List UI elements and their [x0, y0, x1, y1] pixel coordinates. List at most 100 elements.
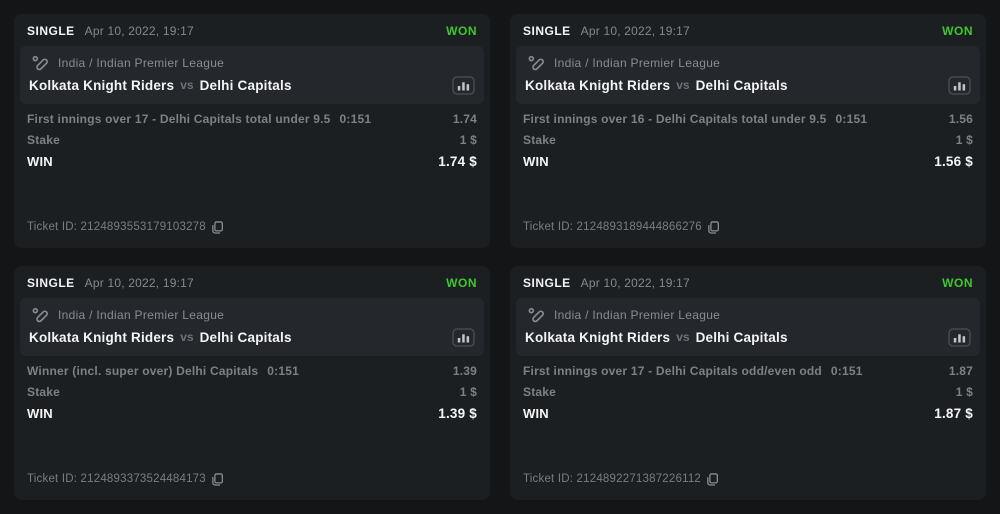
win-label: WIN — [523, 153, 549, 169]
ticket-footer: Ticket ID: 2124892271387226112 — [523, 471, 973, 487]
win-value: 1.87 $ — [934, 405, 973, 421]
status-badge: WON — [446, 24, 477, 38]
cricket-icon — [31, 54, 49, 72]
bet-odds: 1.56 — [948, 111, 973, 126]
bet-type-label: SINGLE — [27, 24, 75, 38]
away-team: Delhi Capitals — [695, 329, 788, 345]
ticket-header: SINGLE Apr 10, 2022, 19:17 WON — [27, 23, 477, 39]
stake-value: 1 $ — [955, 384, 973, 399]
win-row: WIN 1.39 $ — [27, 402, 477, 424]
win-value: 1.39 $ — [438, 405, 477, 421]
vs-label: vs — [180, 330, 194, 344]
win-row: WIN 1.56 $ — [523, 150, 973, 172]
status-badge: WON — [942, 24, 973, 38]
ticket-id-value: 2124892271387226112 — [576, 473, 702, 485]
ticket-id-prefix: Ticket ID: — [523, 473, 574, 485]
stake-row: Stake 1 $ — [523, 381, 973, 402]
bet-ticket-card: SINGLE Apr 10, 2022, 19:17 WON India / I… — [510, 266, 986, 500]
copy-icon[interactable] — [211, 220, 224, 234]
cricket-icon — [527, 306, 545, 324]
teams-row: Kolkata Knight Riders vs Delhi Capitals — [525, 325, 971, 349]
match-panel: India / Indian Premier League Kolkata Kn… — [516, 298, 980, 356]
stake-value: 1 $ — [955, 132, 973, 147]
ticket-id-value: 2124893373524484173 — [80, 473, 206, 485]
cricket-icon — [31, 306, 49, 324]
bet-type-label: SINGLE — [523, 24, 571, 38]
away-team: Delhi Capitals — [199, 329, 292, 345]
ticket-header: SINGLE Apr 10, 2022, 19:17 WON — [523, 275, 973, 291]
bet-selection-name: First innings over 17 - Delhi Capitals o… — [523, 363, 822, 378]
league-name: India / Indian Premier League — [58, 55, 225, 70]
vs-label: vs — [676, 78, 690, 92]
match-panel: India / Indian Premier League Kolkata Kn… — [20, 298, 484, 356]
vs-label: vs — [180, 78, 194, 92]
win-label: WIN — [523, 405, 549, 421]
copy-icon[interactable] — [707, 220, 720, 234]
ticket-footer: Ticket ID: 2124893189444866276 — [523, 219, 973, 235]
stake-label: Stake — [523, 384, 557, 399]
ticket-datetime: Apr 10, 2022, 19:17 — [580, 276, 690, 290]
win-value: 1.74 $ — [438, 153, 477, 169]
bet-selection-name: Winner (incl. super over) Delhi Capitals — [27, 363, 259, 378]
match-stats-button[interactable] — [452, 75, 475, 95]
ticket-footer: Ticket ID: 2124893553179103278 — [27, 219, 477, 235]
league-row: India / Indian Premier League — [525, 52, 971, 73]
bet-odds: 1.74 — [452, 111, 477, 126]
win-value: 1.56 $ — [934, 153, 973, 169]
ticket-footer: Ticket ID: 2124893373524484173 — [27, 471, 477, 487]
ticket-id-prefix: Ticket ID: — [523, 221, 574, 233]
ticket-id-prefix: Ticket ID: — [27, 221, 78, 233]
home-team: Kolkata Knight Riders — [525, 77, 671, 93]
ticket-id-value: 2124893553179103278 — [80, 221, 206, 233]
bet-selection-row: First innings over 16 - Delhi Capitals t… — [523, 108, 973, 129]
win-row: WIN 1.74 $ — [27, 150, 477, 172]
bet-ticket-card: SINGLE Apr 10, 2022, 19:17 WON India / I… — [510, 14, 986, 248]
cricket-icon — [527, 54, 545, 72]
status-badge: WON — [446, 276, 477, 290]
league-row: India / Indian Premier League — [29, 52, 475, 73]
match-stats-button[interactable] — [948, 75, 971, 95]
stake-label: Stake — [27, 384, 61, 399]
status-badge: WON — [942, 276, 973, 290]
match-panel: India / Indian Premier League Kolkata Kn… — [516, 46, 980, 104]
ticket-datetime: Apr 10, 2022, 19:17 — [84, 24, 194, 38]
ticket-header: SINGLE Apr 10, 2022, 19:17 WON — [523, 23, 973, 39]
stake-value: 1 $ — [459, 384, 477, 399]
bet-selection-name: First innings over 17 - Delhi Capitals t… — [27, 111, 331, 126]
match-score: 0:151 — [830, 363, 863, 378]
teams-row: Kolkata Knight Riders vs Delhi Capitals — [525, 73, 971, 97]
copy-icon[interactable] — [211, 472, 224, 486]
bet-type-label: SINGLE — [523, 276, 571, 290]
league-name: India / Indian Premier League — [554, 55, 721, 70]
bet-odds: 1.87 — [948, 363, 973, 378]
match-panel: India / Indian Premier League Kolkata Kn… — [20, 46, 484, 104]
bet-selection-name: First innings over 16 - Delhi Capitals t… — [523, 111, 827, 126]
bet-selection-row: Winner (incl. super over) Delhi Capitals… — [27, 360, 477, 381]
stake-label: Stake — [27, 132, 61, 147]
league-name: India / Indian Premier League — [554, 307, 721, 322]
league-name: India / Indian Premier League — [58, 307, 225, 322]
away-team: Delhi Capitals — [695, 77, 788, 93]
away-team: Delhi Capitals — [199, 77, 292, 93]
home-team: Kolkata Knight Riders — [29, 77, 175, 93]
win-label: WIN — [27, 405, 53, 421]
match-score: 0:151 — [339, 111, 372, 126]
bet-details: First innings over 16 - Delhi Capitals t… — [523, 108, 973, 172]
league-row: India / Indian Premier League — [525, 304, 971, 325]
copy-icon[interactable] — [706, 472, 719, 486]
vs-label: vs — [676, 330, 690, 344]
match-stats-button[interactable] — [452, 327, 475, 347]
match-stats-button[interactable] — [948, 327, 971, 347]
bet-details: Winner (incl. super over) Delhi Capitals… — [27, 360, 477, 424]
bet-selection-row: First innings over 17 - Delhi Capitals t… — [27, 108, 477, 129]
bet-ticket-card: SINGLE Apr 10, 2022, 19:17 WON India / I… — [14, 266, 490, 500]
win-row: WIN 1.87 $ — [523, 402, 973, 424]
bet-details: First innings over 17 - Delhi Capitals o… — [523, 360, 973, 424]
ticket-id-prefix: Ticket ID: — [27, 473, 78, 485]
win-label: WIN — [27, 153, 53, 169]
teams-row: Kolkata Knight Riders vs Delhi Capitals — [29, 325, 475, 349]
match-score: 0:151 — [835, 111, 868, 126]
home-team: Kolkata Knight Riders — [29, 329, 175, 345]
match-score: 0:151 — [267, 363, 299, 378]
